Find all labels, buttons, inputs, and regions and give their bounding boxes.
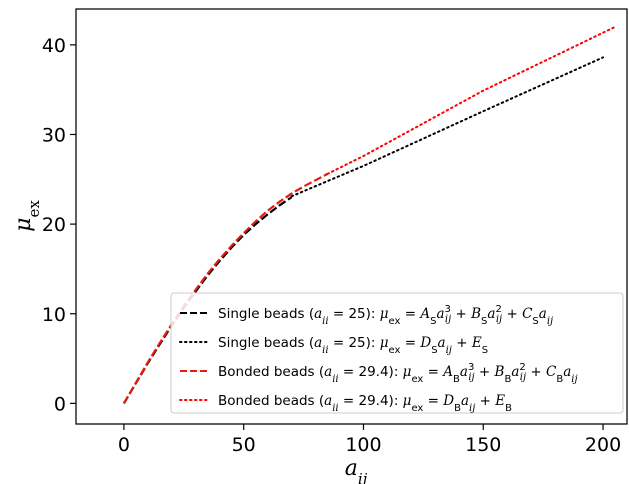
y-tick-label: 0	[54, 393, 66, 415]
plot-frame	[75, 8, 628, 425]
x-tick-label: 100	[345, 434, 381, 456]
ticks-layer: 0 50 100 150 200 0 10 20 30 40	[42, 35, 621, 456]
legend-label-bonded-linear: Bonded beads (aii = 29.4): μex = DBaij +…	[218, 393, 512, 414]
x-tick-label: 200	[585, 434, 621, 456]
legend-label-bonded-cubic: Bonded beads (aii = 29.4): μex = ABa3 ij …	[218, 362, 578, 385]
y-axis-label: μex	[11, 200, 43, 232]
series-line-1	[122, 196, 293, 404]
series-line-2	[290, 56, 604, 198]
y-tick-label: 40	[42, 35, 66, 57]
y-tick-label: 30	[42, 124, 66, 146]
legend-box	[170, 292, 624, 414]
x-tick-label: 0	[118, 434, 130, 456]
x-axis-label: aij	[345, 456, 368, 484]
legend-label-single-cubic: Single beads (aii = 25): μex = ASa3 ij + …	[218, 304, 553, 327]
y-tick-label: 10	[42, 304, 66, 326]
x-tick-label: 150	[465, 434, 501, 456]
series-line-3	[122, 172, 329, 404]
series-line-4	[326, 25, 616, 175]
legend-label-single-linear: Single beads (aii = 25): μex = DSaij + E…	[218, 335, 488, 356]
x-tick-label: 50	[232, 434, 256, 456]
legend: Single beads (aii = 25): μex = ASa3 ij + …	[170, 292, 624, 414]
series-layer	[122, 25, 616, 404]
y-tick-label: 20	[42, 214, 66, 236]
